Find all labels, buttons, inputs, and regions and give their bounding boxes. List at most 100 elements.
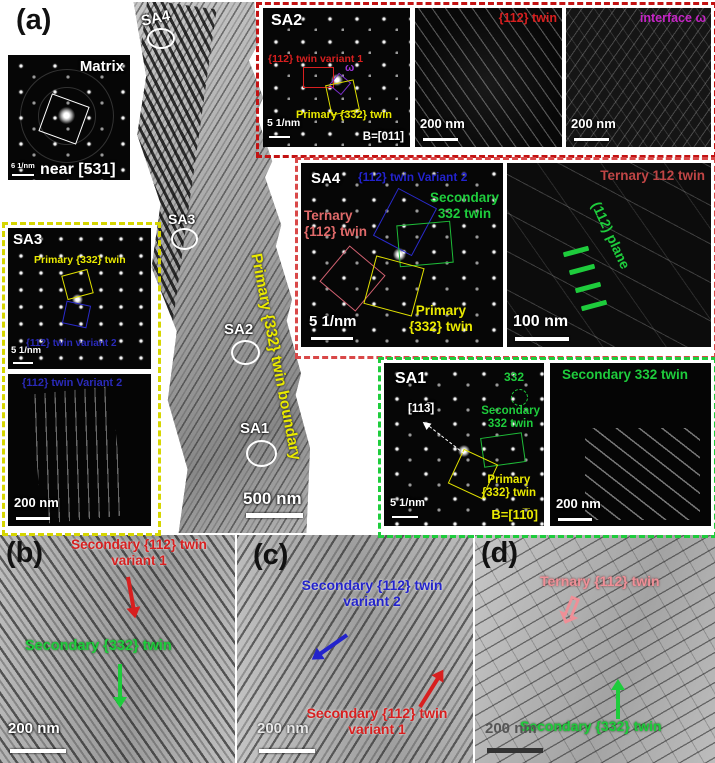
sa1-yellow-line2: {332} twin: [481, 486, 536, 499]
panel-b-label: (b): [6, 537, 44, 569]
sa2-title: SA2: [271, 12, 303, 29]
sa1-yellow-label: Primary {332} twin: [482, 474, 536, 500]
panel-c-image: (c) Secondary {112} twin variant 2 Secon…: [237, 535, 473, 763]
sa1-green-line1: Secondary: [481, 405, 540, 417]
zone-axis-arrow: [429, 426, 465, 454]
sa2-red-cell-outline: [303, 67, 334, 88]
panel-a-label: (a): [16, 4, 52, 36]
sa1-zone-axis-label: [113̅]: [408, 403, 435, 415]
sa4-scale-bar: [311, 337, 353, 340]
sa4-title: SA4: [311, 170, 341, 187]
sa1-title: SA1: [395, 370, 427, 387]
panel-d-label: (d): [481, 537, 519, 569]
sa4-red-line2: {112} twin: [304, 223, 368, 239]
panel-c-red-arrow: [418, 677, 440, 709]
plane-trace-dash: [580, 299, 608, 311]
center-beam-spot: [458, 445, 470, 457]
sa4-aperture-circle: [147, 28, 175, 49]
sa1-yellow-line1: Primary: [487, 473, 531, 486]
sa2-scale-text: 5 1/nm: [267, 116, 301, 129]
sa4-green-cell-outline: [396, 220, 454, 268]
sa3-scale-bar: [13, 361, 33, 364]
matrix-zone-axis: near [531]: [40, 160, 116, 178]
sa1-tem-scale-bar: [558, 518, 592, 521]
sa4-yellow-line2: {332} twin: [409, 318, 473, 334]
plane-trace-dash: [568, 263, 596, 275]
diffraction-ring: [20, 69, 114, 163]
sa4-green-line1: Secondary: [429, 190, 499, 205]
plane-trace-dash: [562, 245, 590, 257]
sa4-red-label: Ternary {112} twin: [304, 208, 367, 239]
sa4-plane-label: (112) plane: [588, 199, 634, 272]
sa4-tem-scale-bar: [515, 337, 569, 341]
center-beam-spot: [393, 248, 406, 261]
sa2-variant1-label: {112} twin variant 1: [268, 53, 364, 65]
panel-c-blue-arrow: [318, 633, 349, 656]
sa1-tem-scale-text: 200 nm: [556, 496, 601, 512]
twin-streaks: [585, 428, 700, 520]
montage-sa3-label: SA3: [168, 211, 196, 227]
panel-c-scale-bar: [259, 749, 315, 753]
sa4-green-label: Secondary 332 twin: [430, 190, 499, 221]
sa4-tem-panel: Ternary 112 twin (112) plane 100 nm: [507, 163, 711, 347]
matrix-saed-panel: Matrix near [531] 6 1/nm: [8, 55, 130, 180]
sa3-yellow-cell-outline: [61, 268, 94, 301]
panel-b-image: (b) Secondary {112} twin variant 1 Secon…: [0, 535, 235, 763]
sa3-scale-text: 5 1/nm: [11, 345, 42, 357]
montage-sa2-label: SA2: [224, 321, 254, 338]
sa3-primary-label: Primary {332} twin: [34, 254, 126, 266]
sa4-saed-panel: SA4 {112} twin Variant 2 Secondary 332 t…: [301, 163, 503, 347]
sa4-tem-scale-text: 100 nm: [513, 312, 569, 330]
panel-b-green-arrow: [118, 664, 122, 698]
sa1-green-label: Secondary 332 twin: [481, 405, 540, 431]
panel-b-red-arrow: [126, 576, 136, 609]
panel-c-red-line1: Secondary {112} twin: [306, 705, 448, 721]
sa1-spot-circle: [511, 389, 528, 406]
sa2-saed-panel: SA2 {112} twin variant 1 ω Primary {332}…: [263, 8, 410, 147]
sa4-scale-text: 5 1/nm: [309, 312, 357, 330]
montage-sa1-label: SA1: [240, 420, 270, 437]
sa4-yellow-label: Primary {332} twin: [409, 303, 473, 334]
panel-d-image: (d) Ternary {112} twin ⇩ Secondary {332}…: [475, 535, 715, 763]
matrix-title: Matrix: [79, 58, 124, 75]
panel-d-green-label: Secondary {332} twin: [520, 718, 662, 734]
sa2-tem2-label: interface ω: [639, 11, 706, 25]
matrix-scale-bar: [12, 173, 34, 176]
sa1-tem-panel: Secondary 332 twin 200 nm: [550, 363, 711, 526]
sa3-title: SA3: [13, 231, 43, 248]
sa2-tem1-label: {112} twin: [498, 11, 557, 25]
sa2-tem2-panel: interface ω 200 nm: [566, 8, 711, 147]
panel-d-scale-text: 200 nm: [485, 719, 537, 737]
sa3-tem-label: {112} twin Variant 2: [22, 377, 123, 389]
sa3-tem-scale-bar: [16, 516, 50, 520]
sa4-red-line1: Ternary: [304, 208, 353, 223]
sa2-omega-label: ω: [345, 62, 355, 74]
sa4-blue-label: {112} twin Variant 2: [358, 170, 468, 184]
sa4-yellow-line1: Primary: [415, 303, 467, 318]
sa1-scale-text: 5 1/nm: [390, 497, 425, 510]
sa1-tem-label: Secondary 332 twin: [562, 367, 689, 382]
sa2-scale-bar: [269, 135, 290, 138]
panel-c-blue-line1: Secondary {112} twin: [301, 577, 443, 593]
sa3-tem-panel: {112} twin Variant 2 200 nm: [8, 374, 151, 526]
sa1-saed-panel: SA1 332 [113̅] Secondary 332 twin Primar…: [384, 363, 544, 526]
sa1-beam-label: B=[11̅0]: [491, 507, 538, 523]
panel-b-red-line1: Secondary {112} twin: [71, 537, 207, 552]
panel-c-red-label: Secondary {112} twin variant 1: [282, 705, 472, 737]
sa2-aperture-circle: [231, 340, 260, 365]
sa1-green-line2: 332 twin: [487, 418, 534, 431]
sa3-tem-scale-text: 200 nm: [14, 495, 59, 511]
center-beam-spot: [331, 74, 343, 86]
plane-trace-dash: [574, 281, 602, 293]
panel-c-label: (c): [253, 539, 289, 571]
sa4-green-line2: 332 twin: [437, 205, 492, 221]
sa1-spot-label: 332: [503, 370, 524, 384]
panel-d-pink-label: Ternary {112} twin: [540, 573, 660, 589]
panel-b-scale-bar: [10, 749, 66, 753]
center-beam-spot: [58, 107, 75, 124]
sa2-tem2-scale-text: 200 nm: [571, 116, 616, 132]
sa3-blue-cell-outline: [61, 300, 92, 329]
sa2-tem1-panel: {112} twin 200 nm: [415, 8, 562, 147]
sa1-scale-bar: [392, 515, 418, 518]
sa2-beam-label: B=[011]: [362, 130, 404, 143]
